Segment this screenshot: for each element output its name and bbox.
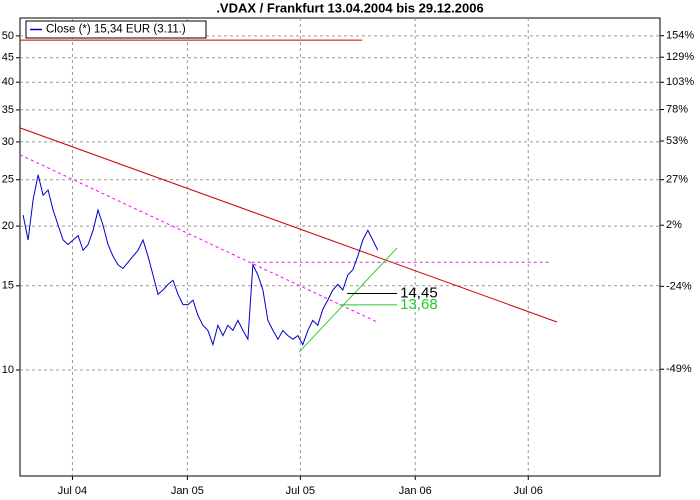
- y-tick-label: 45: [2, 52, 14, 64]
- y-tick-label: 15: [2, 280, 14, 292]
- level-label: 13,68: [400, 296, 438, 313]
- y2-tick-label: -49%: [666, 363, 692, 375]
- legend-label: Close (*) 15,34 EUR (3.11.): [46, 24, 186, 36]
- y2-tick-label: 2%: [666, 219, 682, 231]
- y-tick-label: 35: [2, 104, 14, 116]
- x-tick-label: Jan 06: [399, 485, 432, 497]
- plot-area: [19, 17, 661, 477]
- y2-tick-label: -24%: [666, 280, 692, 292]
- y-tick-label: 50: [2, 30, 14, 42]
- level-label: 14,45: [400, 285, 438, 302]
- y2-tick-label: 78%: [666, 103, 688, 115]
- legend: Close (*) 15,34 EUR (3.11.): [25, 20, 207, 39]
- y-tick-label: 40: [2, 76, 14, 88]
- y2-tick-label: 154%: [666, 30, 694, 42]
- y2-tick-label: 27%: [666, 174, 688, 186]
- trend-line: [19, 127, 558, 323]
- chart-title: .VDAX / Frankfurt 13.04.2004 bis 29.12.2…: [216, 0, 483, 15]
- series-line: [22, 174, 379, 347]
- y-tick-label: 25: [2, 174, 14, 186]
- x-tick-label: Jan 05: [171, 485, 204, 497]
- x-tick-label: Jul 04: [58, 485, 87, 497]
- y2-tick-label: 53%: [666, 135, 688, 147]
- x-tick-label: Jul 05: [286, 485, 315, 497]
- legend-box: [25, 20, 207, 39]
- y-tick-label: 20: [2, 220, 14, 232]
- y-tick-label: 30: [2, 136, 14, 148]
- y2-tick-label: 129%: [666, 51, 694, 63]
- x-tick-label: Jul 06: [514, 485, 543, 497]
- trend-line: [298, 247, 398, 353]
- y-tick-label: 10: [2, 364, 14, 376]
- y2-tick-label: 103%: [666, 76, 694, 88]
